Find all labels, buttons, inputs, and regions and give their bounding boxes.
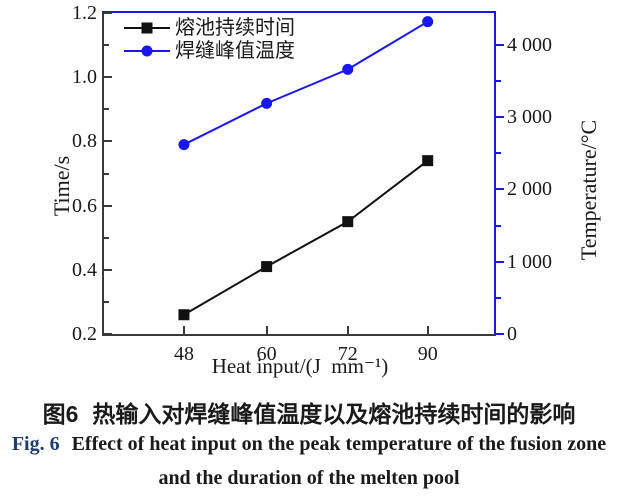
legend-item: 熔池持续时间 bbox=[124, 16, 295, 39]
data-point-circle-marker bbox=[261, 97, 273, 109]
x-tick-label: 90 bbox=[417, 343, 438, 365]
y-right-tick-label: 4 000 bbox=[507, 33, 552, 56]
legend: 熔池持续时间 焊缝峰值温度 bbox=[124, 16, 295, 62]
y-left-minor-tick bbox=[104, 108, 109, 111]
y-left-major-tick bbox=[104, 76, 112, 79]
caption-chinese: 图6 热输入对焊缝峰值温度以及熔池持续时间的影响 bbox=[0, 395, 618, 429]
y-right-major-tick bbox=[496, 333, 504, 335]
data-point-square-marker bbox=[342, 216, 354, 228]
legend-sample bbox=[124, 17, 170, 39]
y-left-minor-tick bbox=[104, 236, 109, 239]
y-right-tick-label: 1 000 bbox=[507, 250, 552, 273]
y-left-tick-label: 1.0 bbox=[72, 66, 97, 89]
y-right-minor-tick bbox=[496, 79, 501, 82]
y-axis-right-title: Temperature/°C bbox=[576, 119, 601, 261]
data-point-square-marker bbox=[422, 155, 434, 167]
y-right-major-tick bbox=[496, 188, 504, 191]
data-point-circle-marker bbox=[178, 139, 190, 151]
caption-english-text2: and the duration of the melten pool bbox=[158, 467, 460, 489]
data-point-square-marker bbox=[178, 309, 190, 321]
caption-english-text1: Effect of heat input on the peak tempera… bbox=[71, 433, 607, 455]
data-point-circle-marker bbox=[422, 16, 434, 28]
x-major-tick bbox=[265, 326, 268, 334]
y-right-major-tick bbox=[496, 43, 504, 46]
x-tick-label: 48 bbox=[173, 343, 194, 365]
caption-english-line2: and the duration of the melten pool bbox=[0, 467, 618, 490]
y-left-tick-label: 1.2 bbox=[72, 2, 97, 24]
caption-chinese-number: 图6 bbox=[42, 401, 79, 427]
y-left-tick-label: 0.2 bbox=[72, 323, 97, 345]
x-axis-title: Heat input/(J mm⁻¹) bbox=[211, 354, 389, 378]
x-tick-label: 72 bbox=[337, 343, 358, 365]
x-major-tick bbox=[426, 326, 429, 334]
square-marker-icon bbox=[141, 22, 153, 33]
y-left-minor-tick bbox=[104, 44, 109, 47]
circle-marker-icon bbox=[141, 45, 153, 56]
y-right-minor-tick bbox=[496, 224, 501, 227]
y-right-major-tick bbox=[496, 260, 504, 263]
y-left-tick-label: 0.6 bbox=[72, 194, 97, 217]
y-left-major-tick bbox=[104, 140, 112, 143]
legend-item: 焊缝峰值温度 bbox=[124, 39, 295, 62]
x-major-tick bbox=[346, 326, 349, 334]
y-right-major-tick bbox=[496, 116, 504, 119]
caption-chinese-text: 热输入对焊缝峰值温度以及熔池持续时间的影响 bbox=[92, 401, 576, 427]
caption-english-line1: Fig. 6 Effect of heat input on the peak t… bbox=[0, 433, 618, 456]
legend-item-label: 熔池持续时间 bbox=[175, 16, 295, 39]
legend-item-label: 焊缝峰值温度 bbox=[175, 39, 295, 62]
series-line-square bbox=[183, 159, 429, 316]
series-line-circle bbox=[183, 20, 429, 146]
chart-series-canvas bbox=[178, 16, 434, 321]
y-left-major-tick bbox=[104, 204, 112, 207]
y-left-major-tick bbox=[104, 12, 112, 14]
y-right-tick-label: 3 000 bbox=[507, 106, 552, 129]
x-tick-label: 60 bbox=[256, 343, 277, 365]
y-right-minor-tick bbox=[496, 296, 501, 299]
y-right-tick-label: 2 000 bbox=[507, 178, 552, 201]
x-major-tick bbox=[182, 326, 185, 334]
y-right-minor-tick bbox=[496, 152, 501, 155]
legend-sample bbox=[124, 40, 170, 62]
y-left-major-tick bbox=[104, 333, 112, 335]
y-left-major-tick bbox=[104, 268, 112, 271]
y-left-tick-label: 0.4 bbox=[72, 258, 97, 281]
y-left-minor-tick bbox=[104, 300, 109, 303]
data-point-square-marker bbox=[261, 261, 273, 273]
plot-area: 熔池持续时间 焊缝峰值温度 bbox=[102, 11, 496, 336]
y-left-minor-tick bbox=[104, 172, 109, 175]
y-left-tick-label: 0.8 bbox=[72, 130, 97, 153]
data-point-circle-marker bbox=[342, 63, 354, 75]
y-right-tick-label: 0 bbox=[507, 323, 517, 345]
caption-fig-number: Fig. 6 bbox=[11, 433, 60, 455]
